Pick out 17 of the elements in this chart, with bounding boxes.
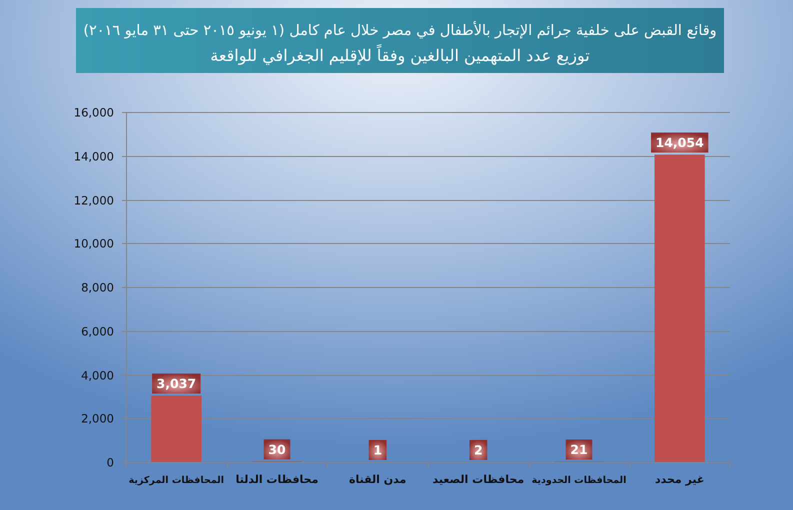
data-label: 1 (373, 442, 382, 458)
data-label: 30 (268, 442, 286, 457)
ytick-label: 8,000 (81, 280, 114, 294)
ytick-label: 16,000 (74, 106, 114, 120)
data-label: 2 (474, 442, 483, 458)
ytick-label: 4,000 (81, 368, 114, 382)
data-label: 21 (570, 442, 588, 458)
ytick-label: 10,000 (74, 236, 114, 250)
ytick-label: 0 (106, 456, 114, 470)
ytick-label: 14,000 (74, 150, 114, 164)
ytick-label: 6,000 (81, 324, 114, 338)
data-label: 3,037 (156, 376, 196, 392)
data-label: 14,054 (656, 135, 704, 150)
subtitle: توزيع عدد المتهمين البالغين وفقاً للإقليم الجغرافي للواقعة (210, 46, 590, 65)
ytick-label: 12,000 (74, 194, 114, 208)
ytick-label: 2,000 (81, 412, 114, 426)
title: وقائع القبض على خلفية جرائم الإتجار بالأطفال في مصر خلال عام كامل (١ يونيو ٢٠١٥ حتى ٣١ مايو ٢٠١٦) (83, 23, 717, 39)
